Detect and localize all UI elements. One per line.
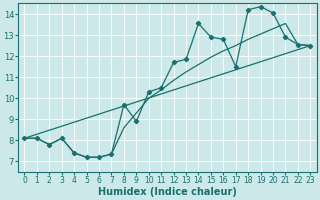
X-axis label: Humidex (Indice chaleur): Humidex (Indice chaleur) [98, 187, 237, 197]
